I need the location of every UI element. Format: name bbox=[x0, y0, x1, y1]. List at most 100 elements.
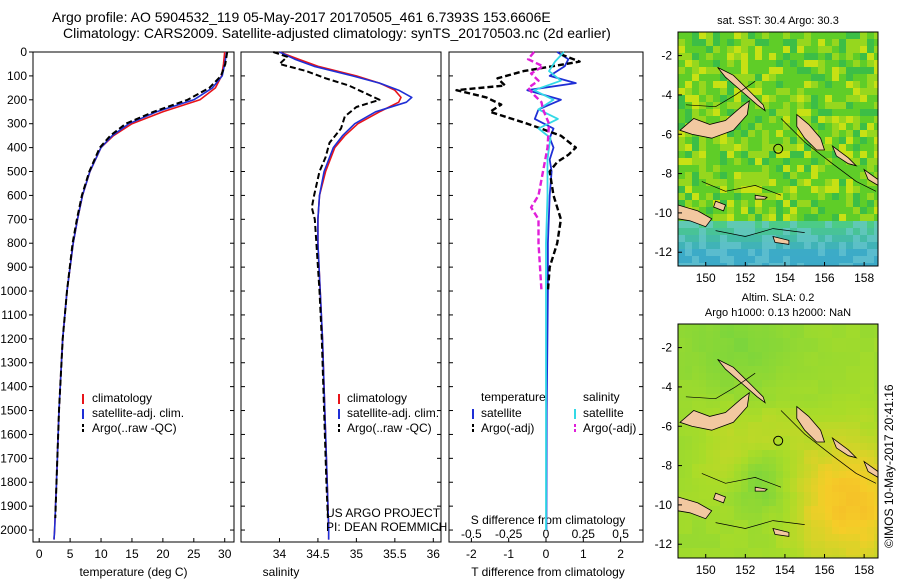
map-cell bbox=[678, 352, 685, 359]
sdiff-tick-label: -0.5 bbox=[461, 527, 482, 541]
map-cell bbox=[825, 53, 832, 60]
map-cell bbox=[874, 380, 878, 387]
map-cell bbox=[853, 158, 860, 165]
map-cell bbox=[818, 32, 825, 39]
map-cell bbox=[748, 151, 755, 158]
map-cell bbox=[825, 555, 832, 558]
map-cell bbox=[741, 555, 748, 558]
map-cell bbox=[846, 200, 853, 207]
map-cell bbox=[727, 373, 734, 380]
map-cell bbox=[867, 345, 874, 352]
map-cell bbox=[769, 464, 776, 471]
map-cell bbox=[846, 408, 853, 415]
map-cell bbox=[825, 338, 832, 345]
map-cell bbox=[825, 415, 832, 422]
map-cell bbox=[706, 228, 713, 235]
map-cell bbox=[853, 200, 860, 207]
map-cell bbox=[699, 200, 706, 207]
map-cell bbox=[832, 408, 839, 415]
map-cell bbox=[832, 499, 839, 506]
map-cell bbox=[762, 200, 769, 207]
map-cell bbox=[692, 471, 699, 478]
map-cell bbox=[825, 109, 832, 116]
map-cell bbox=[839, 74, 846, 81]
map-cell bbox=[699, 179, 706, 186]
map-cell bbox=[741, 513, 748, 520]
imos-watermark: ©IMOS 10-May-2017 20:41:16 bbox=[882, 384, 896, 548]
map-cell bbox=[755, 387, 762, 394]
map-cell bbox=[818, 352, 825, 359]
map-cell bbox=[748, 457, 755, 464]
map-cell bbox=[706, 464, 713, 471]
map-cell bbox=[755, 67, 762, 74]
map-cell bbox=[769, 359, 776, 366]
map-cell bbox=[706, 401, 713, 408]
map-cell bbox=[769, 193, 776, 200]
map-cell bbox=[699, 534, 706, 541]
map-cell bbox=[741, 74, 748, 81]
map-cell bbox=[839, 88, 846, 95]
map-cell bbox=[867, 256, 874, 263]
map-cell bbox=[713, 193, 720, 200]
map-cell bbox=[734, 32, 741, 39]
map-cell bbox=[874, 242, 878, 249]
lat-tick-label: -8 bbox=[661, 167, 672, 181]
map-cell bbox=[727, 60, 734, 67]
map-cell bbox=[853, 53, 860, 60]
map-cell bbox=[762, 492, 769, 499]
map-cell bbox=[860, 471, 867, 478]
map-cell bbox=[832, 67, 839, 74]
map-cell bbox=[867, 436, 874, 443]
map-cell bbox=[874, 67, 878, 74]
map-cell bbox=[748, 74, 755, 81]
map-cell bbox=[678, 67, 685, 74]
map-cell bbox=[706, 109, 713, 116]
map-cell bbox=[727, 338, 734, 345]
map-cell bbox=[811, 485, 818, 492]
map-cell bbox=[713, 39, 720, 46]
map-cell bbox=[769, 450, 776, 457]
map-cell bbox=[741, 228, 748, 235]
map-cell bbox=[860, 359, 867, 366]
map-cell bbox=[720, 436, 727, 443]
map-cell bbox=[839, 165, 846, 172]
title-line-1: Argo profile: AO 5904532_119 05-May-2017… bbox=[52, 9, 551, 25]
map-cell bbox=[755, 214, 762, 221]
map-cell bbox=[720, 366, 727, 373]
map-cell bbox=[755, 32, 762, 39]
map-cell bbox=[685, 228, 692, 235]
depth-tick-label: 1900 bbox=[0, 499, 27, 513]
map-cell bbox=[692, 520, 699, 527]
map-cell bbox=[867, 53, 874, 60]
map-cell bbox=[748, 53, 755, 60]
map-cell bbox=[846, 401, 853, 408]
map-cell bbox=[720, 151, 727, 158]
map-cell bbox=[727, 242, 734, 249]
legend-label: climatology bbox=[92, 391, 152, 405]
map-cell bbox=[853, 520, 860, 527]
map-cell bbox=[769, 422, 776, 429]
map-cell bbox=[846, 67, 853, 74]
map-cell bbox=[769, 492, 776, 499]
land-mass bbox=[713, 200, 727, 212]
map-cell bbox=[692, 144, 699, 151]
map-cell bbox=[818, 102, 825, 109]
map-cell bbox=[797, 221, 804, 228]
map-cell bbox=[825, 88, 832, 95]
map-cell bbox=[818, 88, 825, 95]
map-cell bbox=[818, 324, 825, 331]
map-cell bbox=[846, 443, 853, 450]
map-cell bbox=[685, 408, 692, 415]
map-cell bbox=[797, 88, 804, 95]
map-cell bbox=[853, 130, 860, 137]
map-cell bbox=[790, 527, 797, 534]
map-cell bbox=[776, 324, 783, 331]
map-cell bbox=[699, 380, 706, 387]
map-cell bbox=[685, 172, 692, 179]
map-cell bbox=[713, 387, 720, 394]
sdiff-axis-label: S difference from climatology bbox=[471, 513, 626, 527]
lat-tick-label: -12 bbox=[655, 245, 673, 259]
map-cell bbox=[839, 387, 846, 394]
map-cell bbox=[741, 221, 748, 228]
map-cell bbox=[874, 513, 878, 520]
